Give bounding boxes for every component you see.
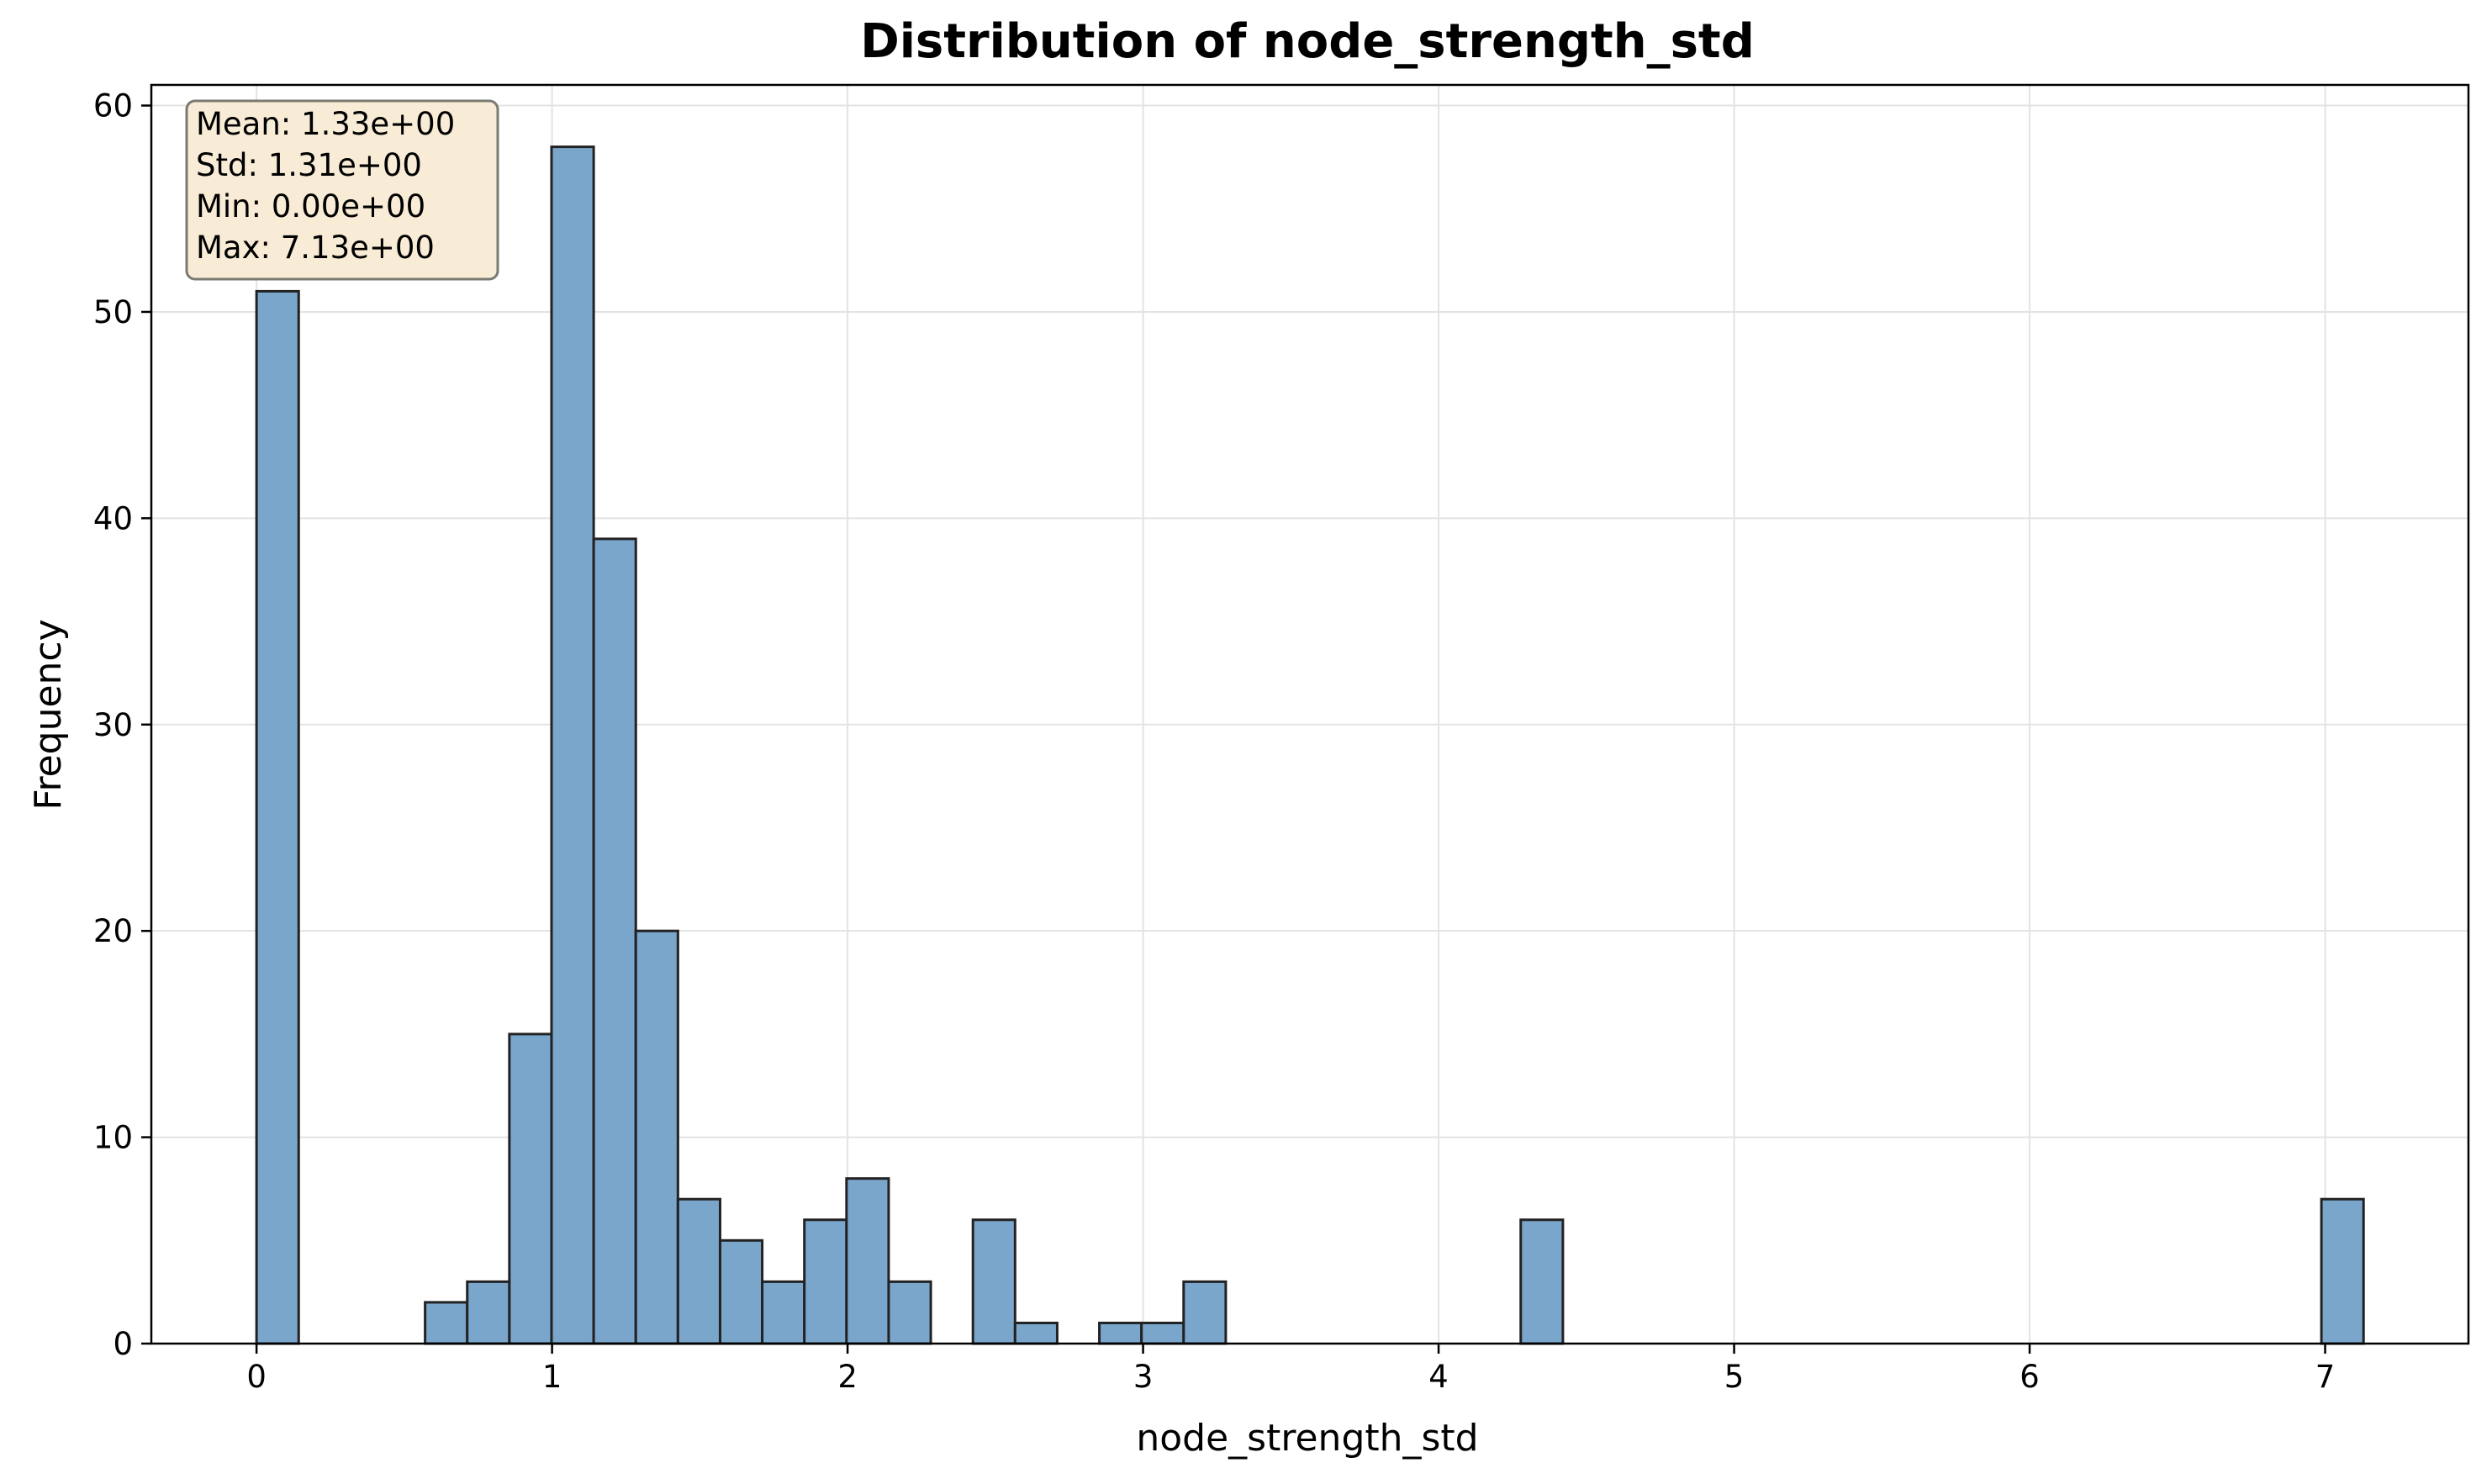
x-tick-label: 2 <box>837 1359 858 1395</box>
histogram-bar <box>255 289 300 1345</box>
histogram-bar <box>676 1197 721 1345</box>
y-axis-ticks: 0 10 20 30 40 50 60 <box>93 88 151 1362</box>
histogram-bar <box>803 1218 848 1345</box>
histogram-bar <box>550 145 595 1345</box>
plot-frame <box>150 83 2470 1345</box>
chart-title: Distribution of node_strength_std <box>860 14 1755 69</box>
stats-box: Mean: 1.33e+00 Std: 1.31e+00 Min: 0.00e+… <box>185 99 499 281</box>
histogram-bar <box>887 1280 932 1345</box>
histogram-bar <box>718 1238 764 1345</box>
y-axis-label: Frequency <box>27 619 70 810</box>
x-tick-label: 5 <box>1724 1359 1745 1395</box>
x-axis-label: node_strength_std <box>1136 1417 1478 1460</box>
x-tick-label: 7 <box>2315 1359 2336 1395</box>
histogram-bar <box>424 1301 469 1345</box>
y-tick-label: 20 <box>93 913 133 949</box>
histogram-bar <box>592 537 637 1345</box>
stats-max: Max: 7.13e+00 <box>196 230 435 266</box>
histogram-bar <box>508 1032 553 1345</box>
histogram-bar <box>971 1218 1016 1345</box>
x-tick-label: 3 <box>1133 1359 1154 1395</box>
histogram-bar <box>1098 1321 1143 1345</box>
y-tick-label: 0 <box>113 1326 133 1362</box>
y-tick-label: 40 <box>93 500 133 536</box>
histogram-bar <box>1182 1280 1228 1345</box>
histogram-bar <box>761 1280 806 1345</box>
stats-mean: Mean: 1.33e+00 <box>196 106 455 142</box>
x-tick-label: 0 <box>246 1359 267 1395</box>
histogram-bar <box>2320 1197 2365 1345</box>
y-tick-label: 60 <box>93 88 133 124</box>
x-tick-label: 6 <box>2019 1359 2040 1395</box>
stats-min: Min: 0.00e+00 <box>196 188 425 224</box>
histogram-bar <box>1140 1321 1185 1345</box>
bars <box>255 145 2365 1345</box>
y-tick-label: 30 <box>93 707 133 743</box>
histogram-bar <box>845 1177 890 1345</box>
x-tick-label: 4 <box>1428 1359 1449 1395</box>
stats-std: Std: 1.31e+00 <box>196 147 422 183</box>
histogram-bar <box>634 929 679 1345</box>
histogram-bar <box>1519 1218 1565 1345</box>
y-tick-label: 50 <box>93 294 133 330</box>
y-tick-label: 10 <box>93 1120 133 1156</box>
histogram-bar <box>1013 1321 1059 1345</box>
x-axis-ticks: 0 1 2 3 4 5 6 7 <box>246 1344 2335 1395</box>
x-tick-label: 1 <box>542 1359 562 1395</box>
histogram-bar <box>466 1280 511 1345</box>
stats-box-background <box>185 99 499 281</box>
